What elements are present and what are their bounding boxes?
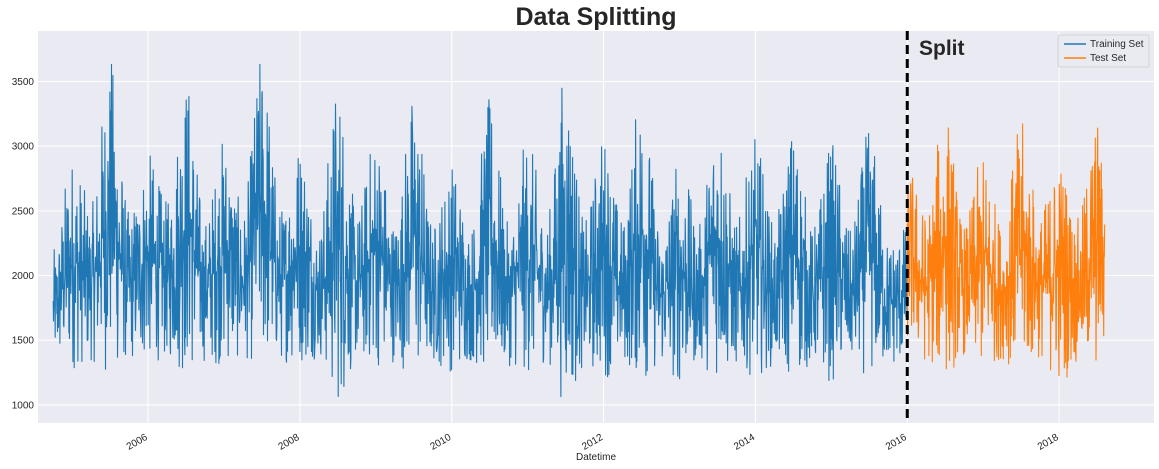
y-tick-label: 3500	[12, 77, 35, 88]
legend: Training Set Test Set	[1057, 34, 1150, 68]
series-training-set	[52, 63, 908, 398]
x-tick-label: 2016	[884, 432, 909, 453]
series-layer	[52, 63, 1106, 398]
y-tick-label: 1000	[12, 400, 35, 411]
chart-title: Data Splitting	[515, 3, 676, 31]
y-tick-label: 2500	[12, 206, 35, 217]
y-tick-label: 3000	[12, 142, 35, 153]
x-axis-ticks: 2006 2008 2010 2012 2014 2016 2018	[125, 432, 1061, 453]
x-tick-label: 2010	[428, 432, 453, 453]
legend-label-test: Test Set	[1090, 53, 1126, 64]
legend-box	[1057, 34, 1150, 68]
legend-label-training: Training Set	[1090, 39, 1144, 50]
split-annotation: Split	[919, 37, 965, 60]
series-test-set	[906, 123, 1106, 378]
x-tick-label: 2018	[1036, 432, 1061, 453]
y-tick-label: 1500	[12, 336, 35, 347]
x-tick-label: 2012	[580, 432, 605, 453]
y-axis-ticks: 1000 1500 2000 2500 3000 3500	[12, 77, 35, 411]
x-tick-label: 2006	[125, 432, 150, 453]
x-tick-label: 2014	[732, 432, 757, 453]
y-tick-label: 2000	[12, 271, 35, 282]
x-axis-label: Datetime	[576, 452, 616, 463]
x-tick-label: 2008	[277, 432, 302, 453]
